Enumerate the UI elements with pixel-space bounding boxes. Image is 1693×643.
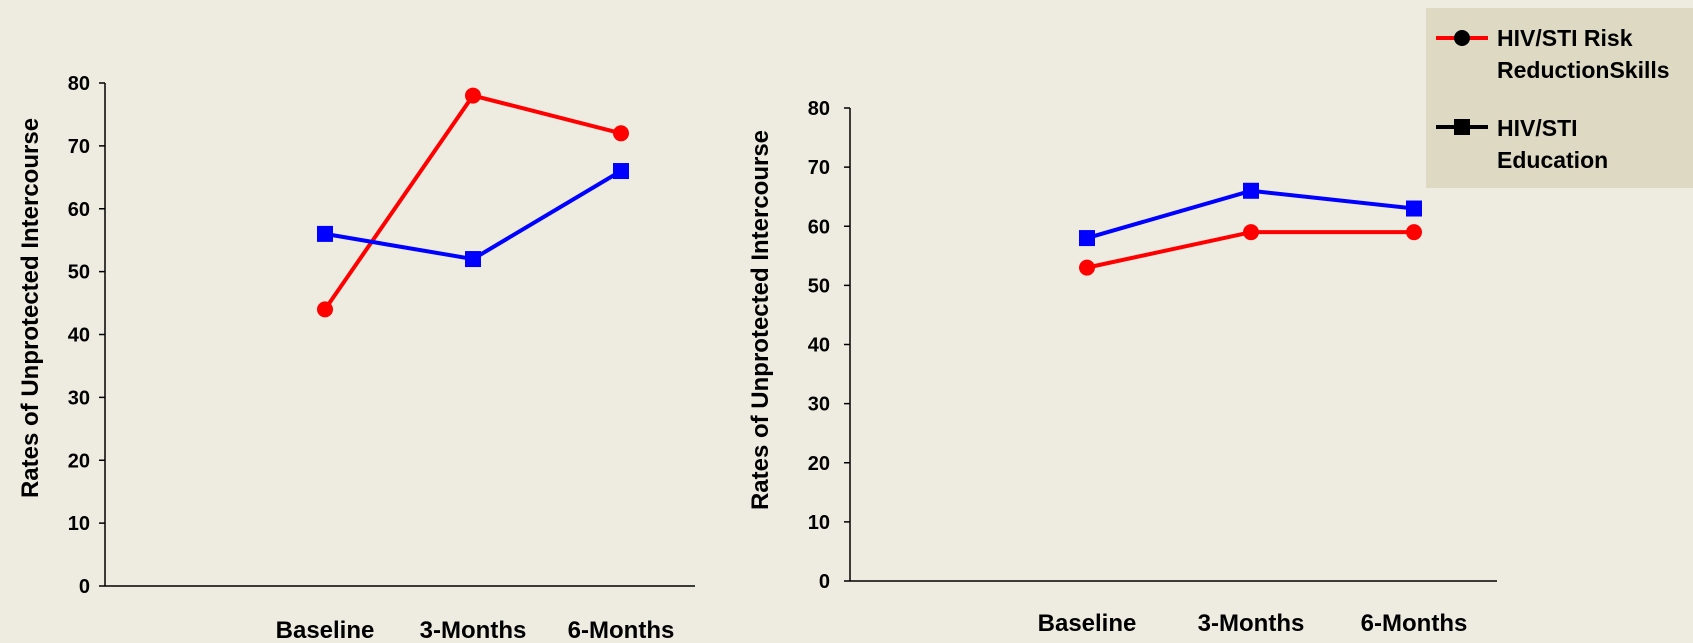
y-tick-label: 70 bbox=[68, 136, 90, 158]
legend-label-risk-reduction-line2: ReductionSkills bbox=[1497, 57, 1670, 83]
data-point-education bbox=[1406, 200, 1422, 217]
data-point-education bbox=[613, 163, 629, 180]
data-point-risk-reduction bbox=[317, 301, 333, 318]
y-tick-label: 30 bbox=[68, 387, 90, 409]
data-point-education bbox=[465, 251, 481, 268]
y-tick-label: 80 bbox=[68, 73, 90, 95]
legend-label-risk-reduction-line1: HIV/STI Risk bbox=[1497, 25, 1633, 51]
data-point-risk-reduction bbox=[1406, 224, 1422, 241]
y-tick-label: 40 bbox=[808, 335, 830, 357]
data-point-risk-reduction bbox=[1079, 259, 1095, 276]
data-point-education bbox=[1079, 230, 1095, 247]
legend-marker-education bbox=[1454, 119, 1470, 135]
y-tick-label: 70 bbox=[808, 157, 830, 179]
legend-label-education-line1: HIV/STI bbox=[1497, 115, 1578, 141]
data-point-risk-reduction bbox=[465, 87, 481, 104]
x-category-label: 3-Months bbox=[1198, 610, 1305, 637]
y-tick-label: 20 bbox=[808, 453, 830, 475]
x-category-label: 6-Months bbox=[1361, 610, 1468, 637]
legend-marker-risk-reduction bbox=[1454, 30, 1470, 46]
data-point-education bbox=[1243, 182, 1259, 199]
x-category-label: Baseline bbox=[1038, 610, 1137, 637]
y-tick-label: 0 bbox=[79, 576, 90, 598]
y-tick-label: 20 bbox=[68, 450, 90, 472]
y-tick-label: 10 bbox=[68, 513, 90, 535]
legend: HIV/STI Risk ReductionSkills HIV/STI Edu… bbox=[1426, 8, 1693, 188]
y-axis-title: Rates of Unprotected Intercourse bbox=[747, 130, 774, 510]
y-tick-label: 60 bbox=[68, 199, 90, 221]
y-tick-label: 80 bbox=[808, 98, 830, 120]
data-point-education bbox=[317, 225, 333, 242]
y-tick-label: 50 bbox=[808, 275, 830, 297]
y-tick-label: 0 bbox=[819, 571, 830, 593]
y-tick-label: 60 bbox=[808, 216, 830, 238]
series-line-risk-reduction bbox=[323, 93, 622, 311]
x-category-label: Baseline bbox=[276, 617, 375, 643]
y-tick-label: 30 bbox=[808, 394, 830, 416]
x-category-label: 3-Months bbox=[420, 617, 527, 643]
data-point-risk-reduction bbox=[613, 125, 629, 142]
y-tick-label: 40 bbox=[68, 325, 90, 347]
y-axis-title: Rates of Unprotected Intercourse bbox=[17, 118, 44, 498]
x-category-label: 6-Months bbox=[568, 617, 675, 643]
data-point-risk-reduction bbox=[1243, 224, 1259, 241]
y-tick-label: 10 bbox=[808, 512, 830, 534]
y-tick-label: 50 bbox=[68, 262, 90, 284]
legend-label-education-line2: Education bbox=[1497, 147, 1608, 173]
chart-left: 0 10 20 30 40 50 60 70 80 Rates of Unprotected In… bbox=[17, 73, 695, 643]
chart-right: 0 10 20 30 40 50 60 70 80 Rates of Unprotected In… bbox=[747, 98, 1497, 637]
